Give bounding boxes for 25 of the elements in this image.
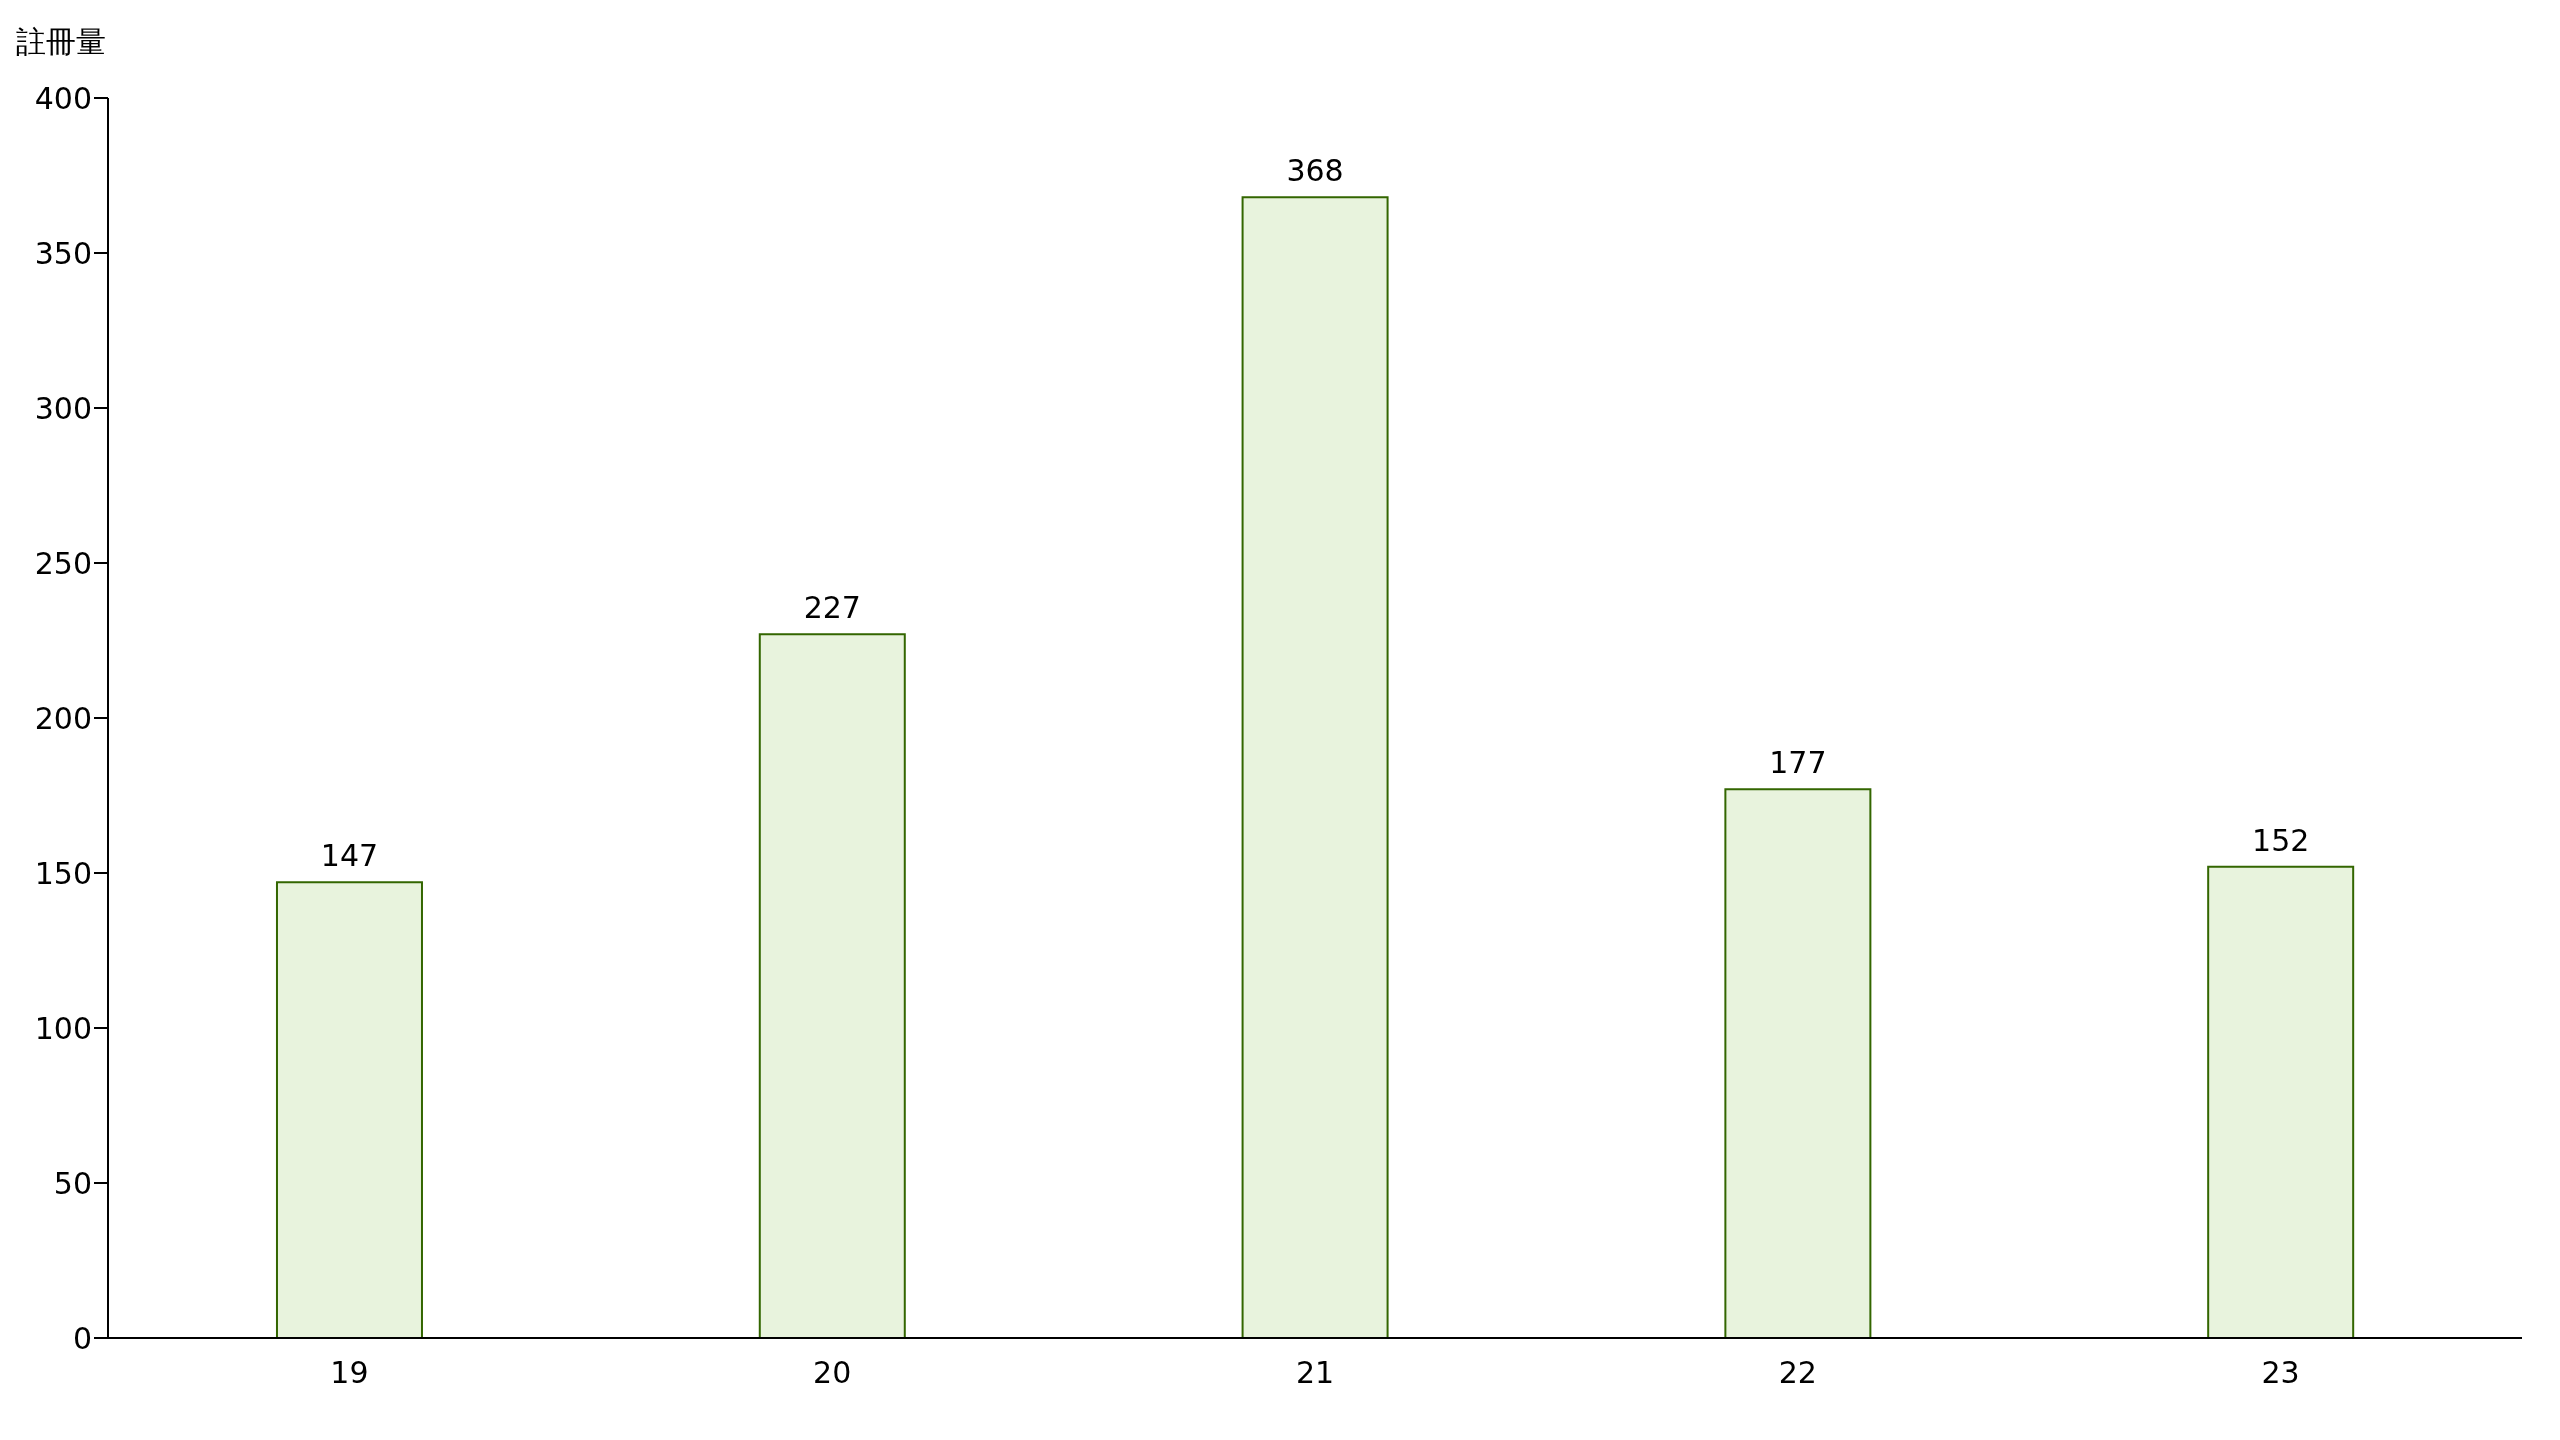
data-label: 152 xyxy=(2252,822,2310,858)
bar xyxy=(1241,196,1389,1338)
x-tick-label: 21 xyxy=(1295,1355,1335,1391)
y-tick-label: 300 xyxy=(34,390,92,426)
y-tick-label: 50 xyxy=(53,1165,92,1201)
bar xyxy=(275,881,423,1338)
y-tick-label: 100 xyxy=(34,1010,92,1046)
x-tick-label: 20 xyxy=(813,1355,852,1391)
x-tick-label: 19 xyxy=(330,1355,369,1391)
data-label: 368 xyxy=(1286,153,1344,189)
x-tick-label: 23 xyxy=(2261,1355,2300,1391)
y-tick-label: 400 xyxy=(34,80,92,116)
y-axis-title: 註冊量 xyxy=(16,23,106,61)
y-tick-label: 350 xyxy=(34,235,92,271)
y-tick-label: 150 xyxy=(34,855,92,891)
y-tick-label: 200 xyxy=(34,700,92,736)
x-tick-label: 22 xyxy=(1778,1355,1817,1391)
data-label: 177 xyxy=(1769,745,1827,781)
bar xyxy=(2207,865,2355,1338)
bar xyxy=(1724,788,1872,1338)
y-tick-label: 0 xyxy=(72,1320,92,1356)
bar xyxy=(758,633,906,1338)
data-label: 147 xyxy=(320,838,379,874)
data-label: 227 xyxy=(803,590,861,626)
y-tick-label: 250 xyxy=(34,545,92,581)
